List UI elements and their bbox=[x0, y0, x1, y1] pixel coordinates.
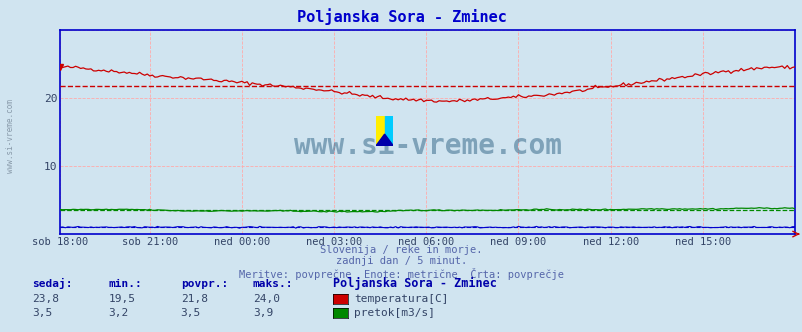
Text: www.si-vreme.com: www.si-vreme.com bbox=[6, 99, 15, 173]
Text: Poljanska Sora - Zminec: Poljanska Sora - Zminec bbox=[296, 8, 506, 25]
Text: 24,0: 24,0 bbox=[253, 294, 280, 304]
Polygon shape bbox=[375, 134, 393, 146]
Text: Poljanska Sora - Zminec: Poljanska Sora - Zminec bbox=[333, 277, 496, 290]
Text: www.si-vreme.com: www.si-vreme.com bbox=[294, 132, 561, 160]
Text: Slovenija / reke in morje.: Slovenija / reke in morje. bbox=[320, 245, 482, 255]
Text: 19,5: 19,5 bbox=[108, 294, 136, 304]
Text: pretok[m3/s]: pretok[m3/s] bbox=[354, 308, 435, 318]
Text: zadnji dan / 5 minut.: zadnji dan / 5 minut. bbox=[335, 256, 467, 266]
Text: 21,8: 21,8 bbox=[180, 294, 208, 304]
Bar bbox=[375, 116, 384, 146]
Text: 3,9: 3,9 bbox=[253, 308, 273, 318]
Text: min.:: min.: bbox=[108, 279, 142, 289]
Text: Meritve: povprečne  Enote: metrične  Črta: povprečje: Meritve: povprečne Enote: metrične Črta:… bbox=[239, 268, 563, 280]
Text: povpr.:: povpr.: bbox=[180, 279, 228, 289]
Text: maks.:: maks.: bbox=[253, 279, 293, 289]
Text: sedaj:: sedaj: bbox=[32, 278, 72, 289]
Text: 3,5: 3,5 bbox=[180, 308, 200, 318]
Text: temperatura[C]: temperatura[C] bbox=[354, 294, 448, 304]
Text: 23,8: 23,8 bbox=[32, 294, 59, 304]
Bar bbox=[384, 116, 393, 146]
Text: 3,2: 3,2 bbox=[108, 308, 128, 318]
Text: 3,5: 3,5 bbox=[32, 308, 52, 318]
